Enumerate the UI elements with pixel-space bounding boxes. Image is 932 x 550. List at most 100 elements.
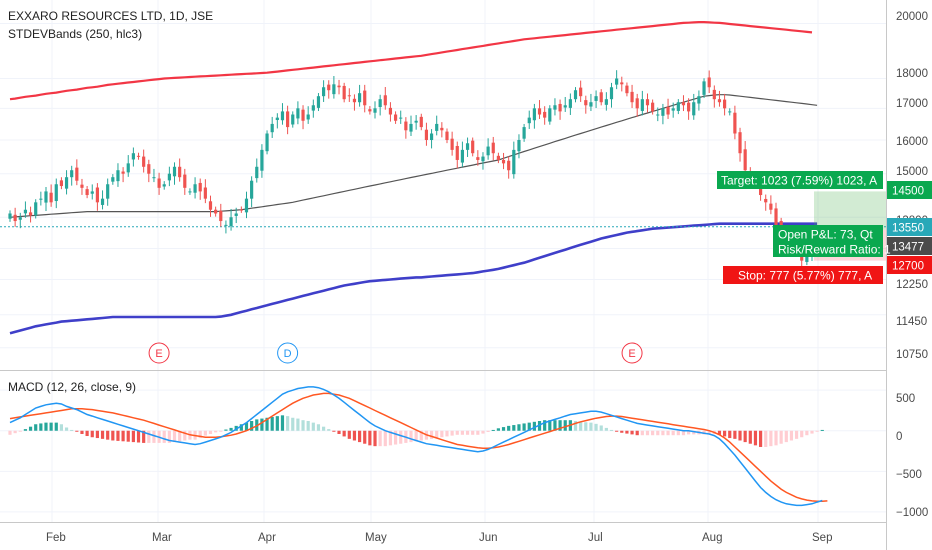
macd-histogram-bar: [507, 425, 511, 431]
candle-body: [589, 102, 593, 107]
macd-histogram-bar: [59, 424, 64, 431]
candle-body: [712, 89, 716, 100]
macd-histogram-bar: [645, 430, 650, 436]
candle-body: [666, 107, 670, 115]
candle-body: [363, 90, 367, 106]
candle-body: [224, 224, 228, 226]
candle-body: [157, 178, 161, 188]
macd-histogram-bar: [126, 430, 130, 442]
candle-body: [368, 109, 372, 112]
macd-histogram-bar: [219, 430, 223, 432]
macd-histogram-bar: [584, 422, 588, 431]
macd-histogram-bar: [70, 429, 74, 431]
macd-histogram-bar: [733, 430, 737, 439]
macd-histogram-bar: [573, 421, 578, 431]
candle-body: [70, 170, 74, 178]
macd-histogram-bar: [378, 430, 382, 447]
macd-histogram-bar: [625, 430, 629, 434]
candle-body: [85, 189, 89, 196]
macd-histogram-bar: [440, 430, 444, 438]
candle-body: [661, 108, 665, 116]
candle-body: [95, 187, 99, 203]
macd-tick: 500: [896, 393, 915, 405]
macd-histogram-bar: [769, 430, 773, 447]
macd-histogram-bar: [450, 430, 454, 436]
macd-histogram-bar: [167, 430, 171, 443]
macd-histogram-bar: [620, 430, 624, 433]
rr-label: Risk/Reward Ratio: 1: [778, 243, 891, 257]
candle-body: [568, 99, 572, 108]
time-tick: Sep: [812, 532, 832, 544]
candle-body: [527, 117, 531, 124]
candle-body: [553, 105, 557, 110]
candle-body: [280, 111, 285, 121]
position-labels[interactable]: Target: 1023 (7.59%) 1023, A Open P&L: 7…: [717, 171, 891, 284]
macd-histogram-bar: [599, 425, 603, 431]
macd-pane[interactable]: [8, 386, 828, 507]
macd-histogram-bar: [116, 430, 120, 441]
candle-body: [584, 100, 588, 106]
current-price-box: [887, 218, 932, 236]
price-axis[interactable]: 20000 18000 17000 16000 15000 13800 1225…: [896, 11, 928, 361]
candle-body: [609, 87, 614, 100]
candle-body: [18, 217, 22, 220]
time-axis[interactable]: Feb Mar Apr May Jun Jul Aug Sep: [46, 532, 832, 544]
macd-histogram-bar: [553, 420, 557, 431]
candle-body: [563, 105, 567, 108]
time-tick: Feb: [46, 532, 66, 544]
event-label: E: [628, 348, 635, 360]
macd-histogram-bar: [229, 427, 233, 431]
candle-body: [167, 173, 171, 181]
candle-body: [404, 121, 408, 131]
candle-body: [322, 87, 326, 97]
candle-body: [532, 108, 536, 121]
candles[interactable]: [8, 70, 814, 268]
macd-histogram-bar: [18, 430, 22, 432]
macd-histogram-bar: [49, 422, 53, 431]
macd-histogram-bar: [352, 430, 357, 441]
macd-histogram-bar: [44, 422, 48, 431]
macd-histogram-bar: [147, 430, 151, 443]
price-tick: 16000: [896, 136, 928, 148]
candle-body: [625, 85, 629, 94]
macd-histogram-bar: [666, 430, 670, 436]
macd-axis[interactable]: 500 0 −500 −1000: [896, 393, 928, 519]
candle-body: [229, 217, 233, 227]
candle-body: [332, 84, 336, 95]
candle-body: [717, 99, 722, 103]
candle-body: [579, 87, 583, 97]
macd-histogram-bar: [764, 430, 768, 447]
candle-body: [142, 156, 146, 167]
macd-histogram-bar: [748, 430, 752, 444]
candle-body: [620, 82, 624, 85]
candle-body: [388, 107, 393, 115]
price-tick: 20000: [896, 11, 928, 23]
macd-histogram-bar: [322, 426, 326, 431]
macd-histogram-bar: [388, 430, 393, 446]
candle-body: [800, 256, 804, 261]
candle-body: [450, 138, 454, 150]
time-tick: Jun: [479, 532, 498, 544]
candle-body: [481, 156, 485, 162]
macd-histogram-bar: [794, 430, 799, 439]
macd-histogram-bar: [661, 430, 665, 436]
candle-body: [656, 114, 660, 116]
macd-histogram-bar: [496, 428, 500, 431]
macd-tick: −1000: [896, 507, 928, 519]
candle-body: [172, 166, 177, 177]
lower-band-line: [9, 222, 818, 335]
candle-body: [455, 145, 459, 160]
macd-histogram-bar: [723, 430, 727, 437]
candle-body: [342, 85, 346, 100]
candle-body: [214, 209, 218, 214]
macd-histogram-bar: [178, 430, 182, 442]
macd-histogram-bar: [692, 430, 696, 435]
macd-histogram-bar: [64, 427, 69, 431]
candle-body: [635, 98, 639, 109]
macd-histogram-bar: [460, 430, 465, 435]
macd-histogram-bar: [327, 429, 331, 431]
macd-title: MACD (12, 26, close, 9): [8, 380, 136, 394]
macd-histogram-bar: [522, 423, 526, 431]
